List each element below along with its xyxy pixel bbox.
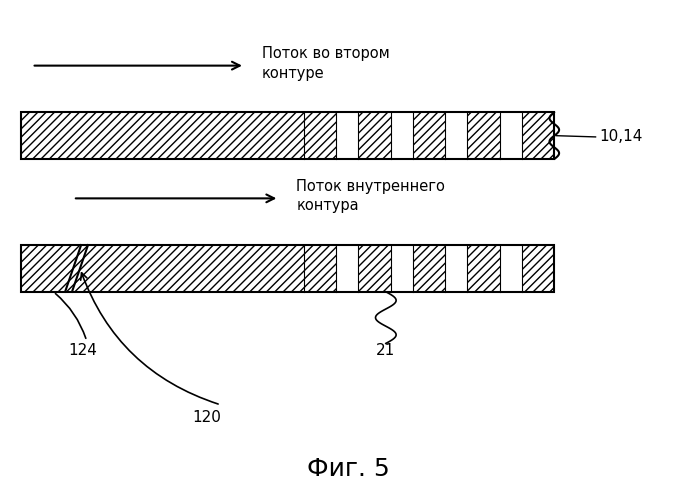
Text: Фиг. 5: Фиг. 5 xyxy=(307,457,389,481)
Text: Поток внутреннего
контура: Поток внутреннего контура xyxy=(296,178,445,214)
Bar xyxy=(358,112,391,159)
Bar xyxy=(391,245,413,292)
Bar xyxy=(467,112,500,159)
Bar xyxy=(413,112,445,159)
Bar xyxy=(521,245,554,292)
Bar xyxy=(336,112,358,159)
Bar xyxy=(500,245,521,292)
Text: 120: 120 xyxy=(193,410,221,425)
Text: Поток во втором
контуре: Поток во втором контуре xyxy=(262,46,390,80)
Bar xyxy=(336,245,358,292)
Bar xyxy=(22,245,304,292)
Bar xyxy=(304,245,336,292)
Bar xyxy=(467,245,500,292)
Bar xyxy=(22,112,554,159)
Bar xyxy=(304,112,336,159)
Text: 21: 21 xyxy=(377,344,395,358)
Bar xyxy=(391,112,413,159)
Bar xyxy=(22,245,554,292)
Bar xyxy=(445,112,467,159)
Text: 10,14: 10,14 xyxy=(599,130,642,144)
Text: 124: 124 xyxy=(69,344,97,358)
Bar xyxy=(413,245,445,292)
Bar xyxy=(22,112,304,159)
Bar xyxy=(500,112,521,159)
Bar xyxy=(445,245,467,292)
Bar xyxy=(358,245,391,292)
Bar xyxy=(521,112,554,159)
